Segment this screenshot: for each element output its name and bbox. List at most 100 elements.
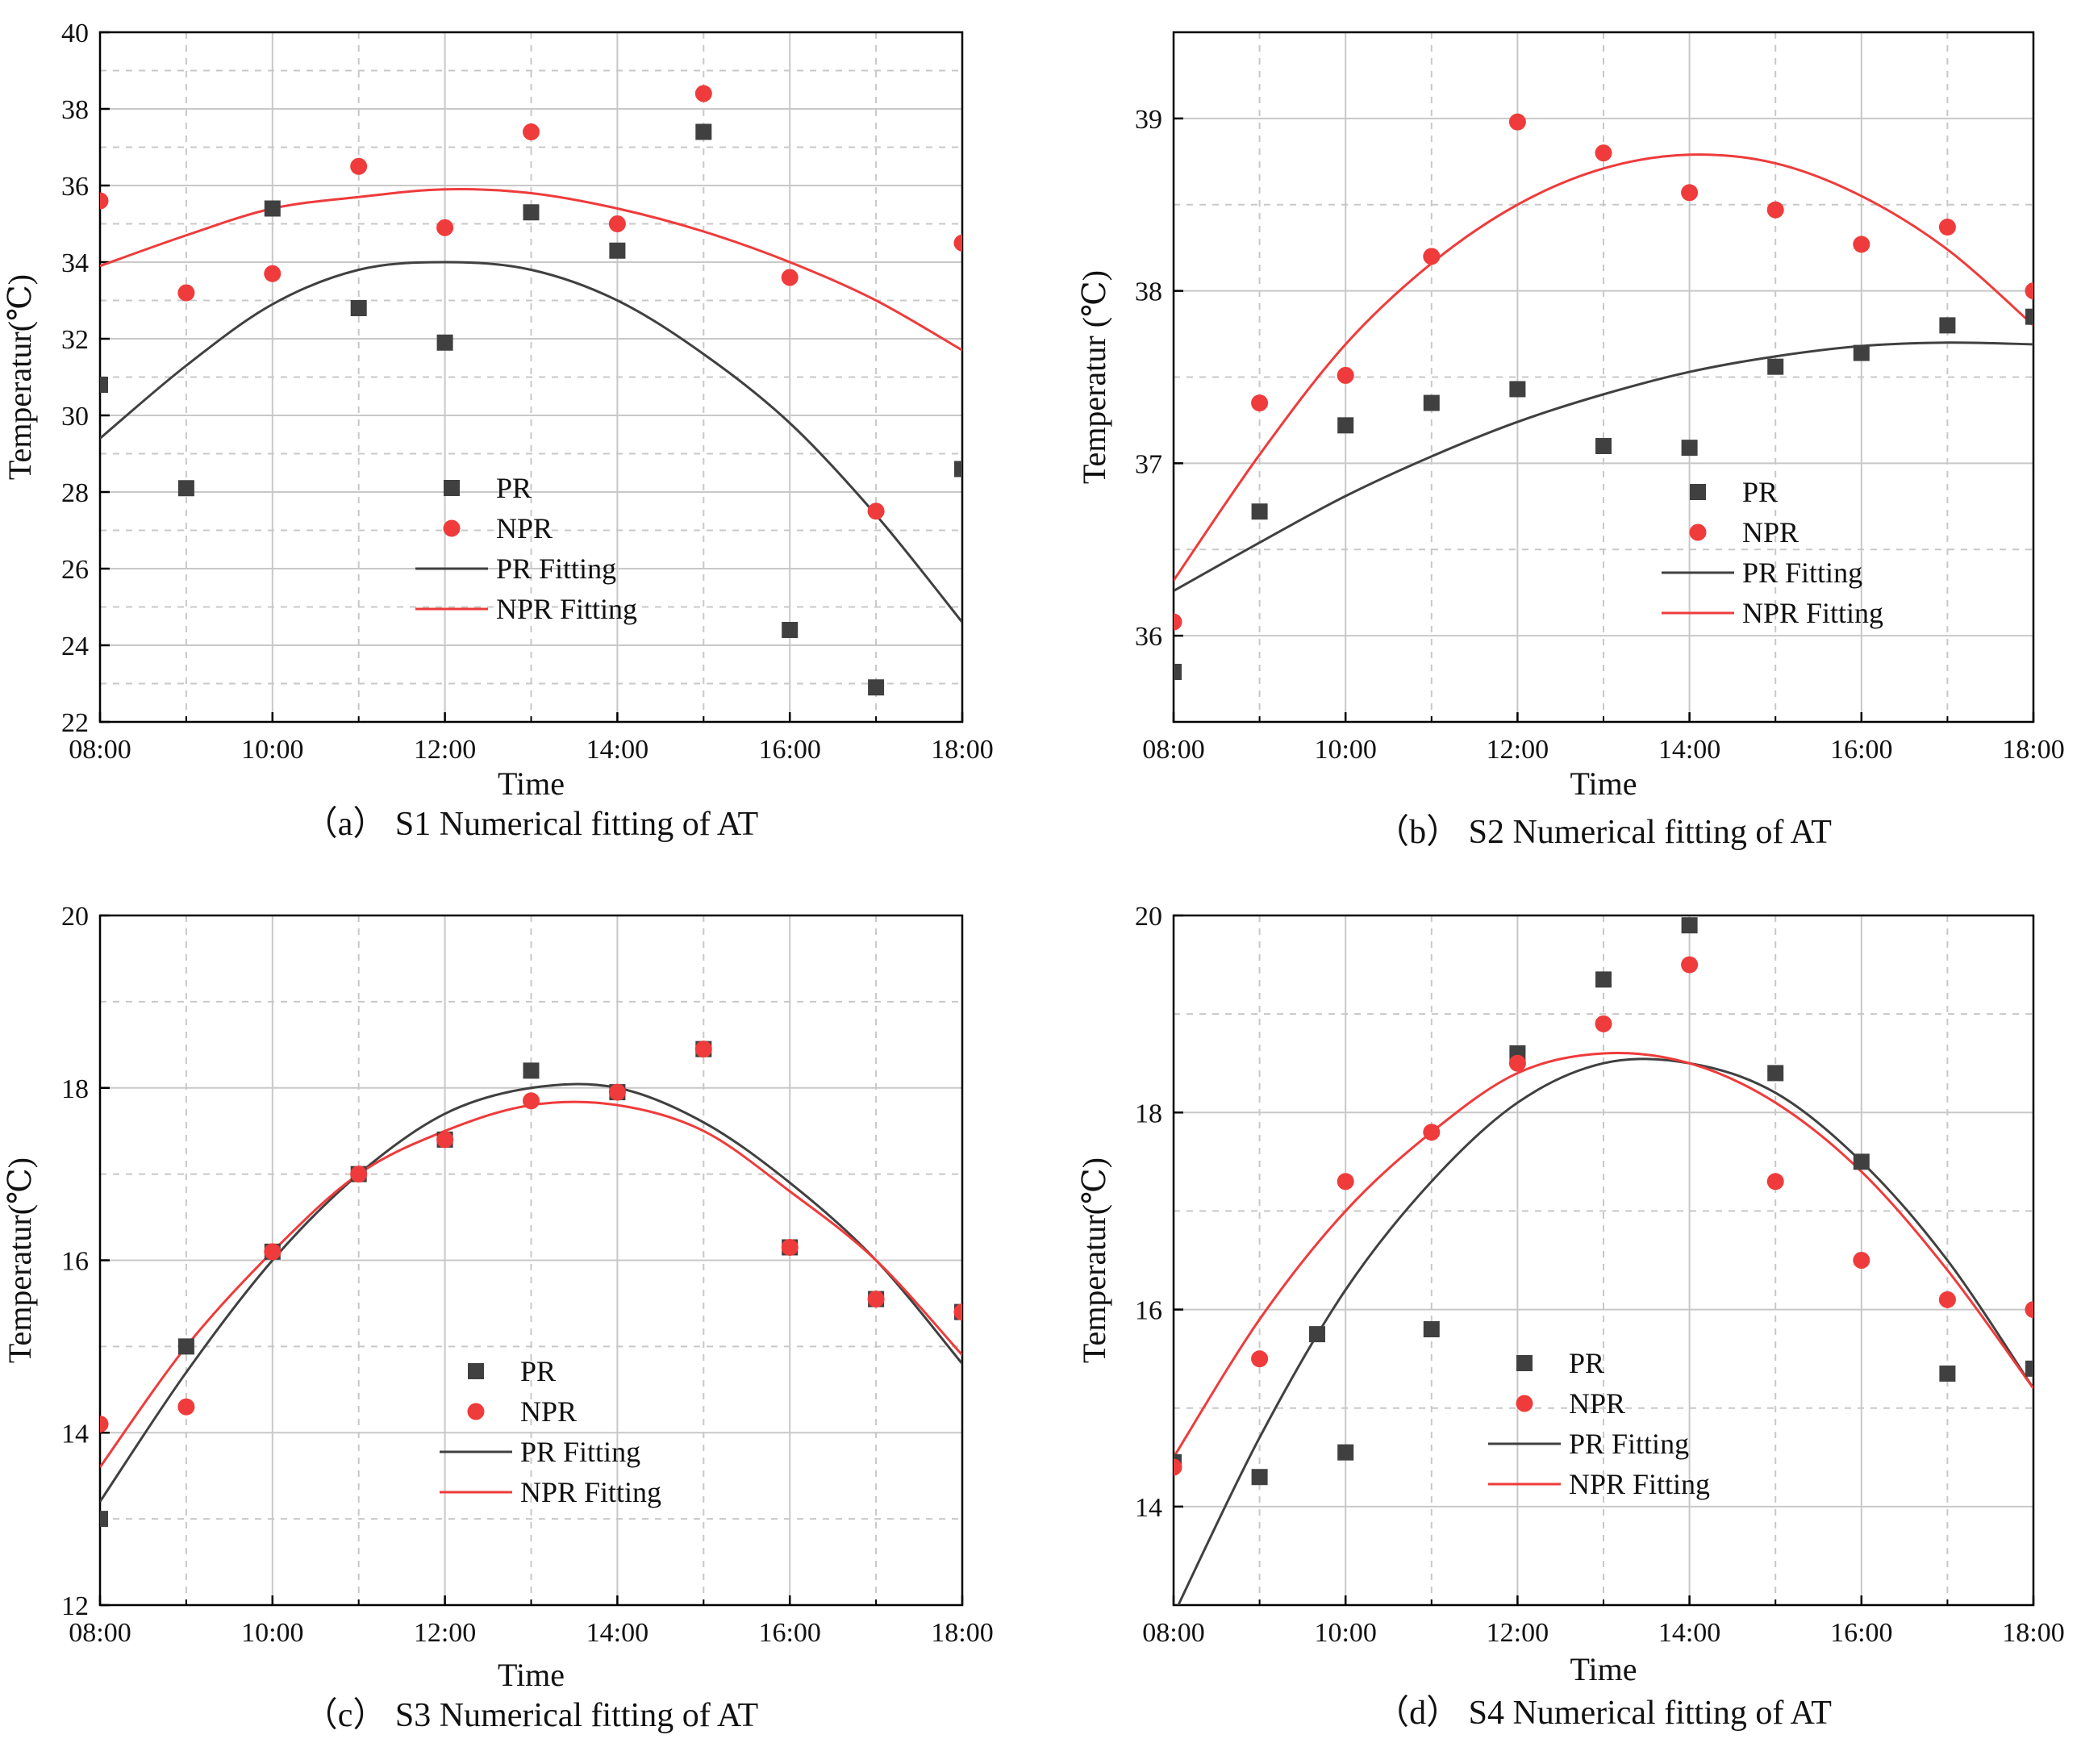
x-tick-label: 12:00 <box>414 1618 476 1648</box>
y-tick-label: 20 <box>1135 902 1162 932</box>
y-tick-label: 32 <box>61 325 89 355</box>
legend-label: NPR Fitting <box>1569 1468 1710 1500</box>
x-axis-title: Time <box>1570 1651 1637 1687</box>
npr-data-point <box>264 1243 281 1261</box>
panel-caption: （a） S1 Numerical fitting of AT <box>304 806 758 843</box>
panel-caption: （c） S3 Numerical fitting of AT <box>304 1697 758 1734</box>
y-tick-label: 22 <box>61 708 89 738</box>
x-tick-label: 10:00 <box>1314 1618 1376 1648</box>
pr-data-point <box>523 1062 540 1079</box>
npr-data-point <box>1508 1054 1526 1072</box>
pr-data-point <box>1595 971 1612 988</box>
legend-label: NPR Fitting <box>520 1476 661 1508</box>
x-tick-label: 14:00 <box>586 735 648 765</box>
legend-label: NPR <box>496 512 553 544</box>
legend-pr-marker <box>468 1363 484 1379</box>
pr-fitting-line <box>1174 341 2033 592</box>
npr-data-point <box>694 1040 712 1058</box>
pr-data-point <box>609 242 626 259</box>
legend-c: PR NPR PR Fitting NPR Fitting <box>440 1355 661 1508</box>
npr-data-point <box>177 1398 195 1416</box>
chart-panel-c: 08:00 10:00 12:00 14:00 16:00 18:00 12 14 16 18 20… <box>2 902 994 1734</box>
x-tick-label: 08:00 <box>1142 735 1204 765</box>
legend-label: PR <box>1569 1347 1604 1379</box>
legend-label: PR Fitting <box>520 1436 640 1468</box>
pr-data-point <box>1595 438 1612 454</box>
pr-data-point <box>177 480 194 497</box>
grid-b <box>1173 31 2034 723</box>
y-tick-label: 36 <box>1135 622 1162 652</box>
plot-area-d <box>1174 917 2033 1605</box>
x-tick-label: 12:00 <box>1487 1618 1549 1648</box>
chart-panel-b: 08:00 10:00 12:00 14:00 16:00 18:00 36 37 38 39 Ti… <box>1076 31 2065 851</box>
legend-label: NPR <box>520 1395 577 1428</box>
legend-npr-marker <box>467 1403 485 1420</box>
pr-fitting-line <box>100 261 962 623</box>
x-tick-label: 12:00 <box>414 735 476 765</box>
x-tick-label: 18:00 <box>931 735 993 765</box>
y-axis-title: Temperatur(℃) <box>2 274 38 480</box>
pr-data-point <box>1309 1326 1326 1343</box>
pr-data-point <box>100 1511 108 1528</box>
y-tick-label: 34 <box>61 248 89 278</box>
npr-fitting-line <box>1174 153 2033 582</box>
y-tick-label: 24 <box>61 632 89 661</box>
pr-data-point <box>523 204 540 221</box>
npr-data-point <box>1938 1291 1956 1308</box>
npr-data-point <box>953 1303 962 1321</box>
y-axis-title: Temperatur (℃) <box>1076 270 1112 484</box>
legend-label: PR <box>496 472 532 504</box>
plot-area-b <box>1174 113 2033 681</box>
x-tick-label: 12:00 <box>1487 735 1549 765</box>
pr-data-point <box>1423 394 1440 411</box>
npr-data-point <box>100 192 109 210</box>
legend-pr-marker <box>1516 1355 1533 1371</box>
npr-fitting-line <box>1174 1051 2033 1458</box>
x-tick-label: 16:00 <box>1830 1618 1892 1648</box>
legend-label: NPR <box>1569 1387 1625 1420</box>
pr-data-point <box>264 200 281 217</box>
legend-label: PR Fitting <box>496 553 616 585</box>
legend-label: PR Fitting <box>1742 557 1862 589</box>
npr-data-point <box>177 284 195 302</box>
x-tick-label: 16:00 <box>758 1618 820 1648</box>
legend-pr-marker <box>1690 484 1706 500</box>
y-tick-label: 14 <box>1135 1493 1162 1523</box>
npr-data-point <box>1337 366 1354 384</box>
legend-label: PR <box>520 1355 556 1387</box>
npr-data-point <box>1423 1124 1441 1141</box>
legend-label: PR <box>1742 476 1778 508</box>
pr-data-point <box>1251 1469 1268 1486</box>
pr-fitting-line <box>1177 1057 2033 1605</box>
npr-data-point <box>264 265 281 282</box>
x-tick-label: 10:00 <box>241 735 303 765</box>
chart-panel-d: 08:00 10:00 12:00 14:00 16:00 18:00 14 16 18 20 Ti… <box>1076 902 2065 1732</box>
npr-data-point <box>1174 613 1182 631</box>
y-tick-label: 20 <box>61 902 89 932</box>
y-tick-label: 16 <box>1135 1296 1162 1326</box>
npr-data-point <box>1681 184 1699 202</box>
npr-data-point <box>350 1166 368 1183</box>
npr-data-point <box>1766 1173 1784 1191</box>
x-axis-title: Time <box>498 1657 565 1693</box>
npr-data-point <box>523 1092 540 1110</box>
legend-label: NPR <box>1742 516 1799 548</box>
npr-data-point <box>1508 113 1526 131</box>
pr-data-point <box>2025 1360 2033 1377</box>
npr-data-point <box>350 157 368 175</box>
npr-data-point <box>523 123 540 140</box>
y-tick-label: 28 <box>61 478 89 508</box>
npr-data-point <box>2025 282 2033 300</box>
npr-data-point <box>1595 144 1612 162</box>
x-tick-label: 14:00 <box>586 1618 648 1648</box>
pr-data-point <box>1939 1365 1956 1382</box>
pr-data-point <box>1681 917 1698 934</box>
npr-data-point <box>1938 219 1956 236</box>
pr-data-point <box>436 334 453 351</box>
pr-data-point <box>177 1338 194 1355</box>
pr-data-point <box>1853 344 1870 361</box>
npr-data-point <box>1681 956 1699 974</box>
x-axis-title: Time <box>1570 765 1637 802</box>
pr-data-point <box>1853 1153 1870 1170</box>
